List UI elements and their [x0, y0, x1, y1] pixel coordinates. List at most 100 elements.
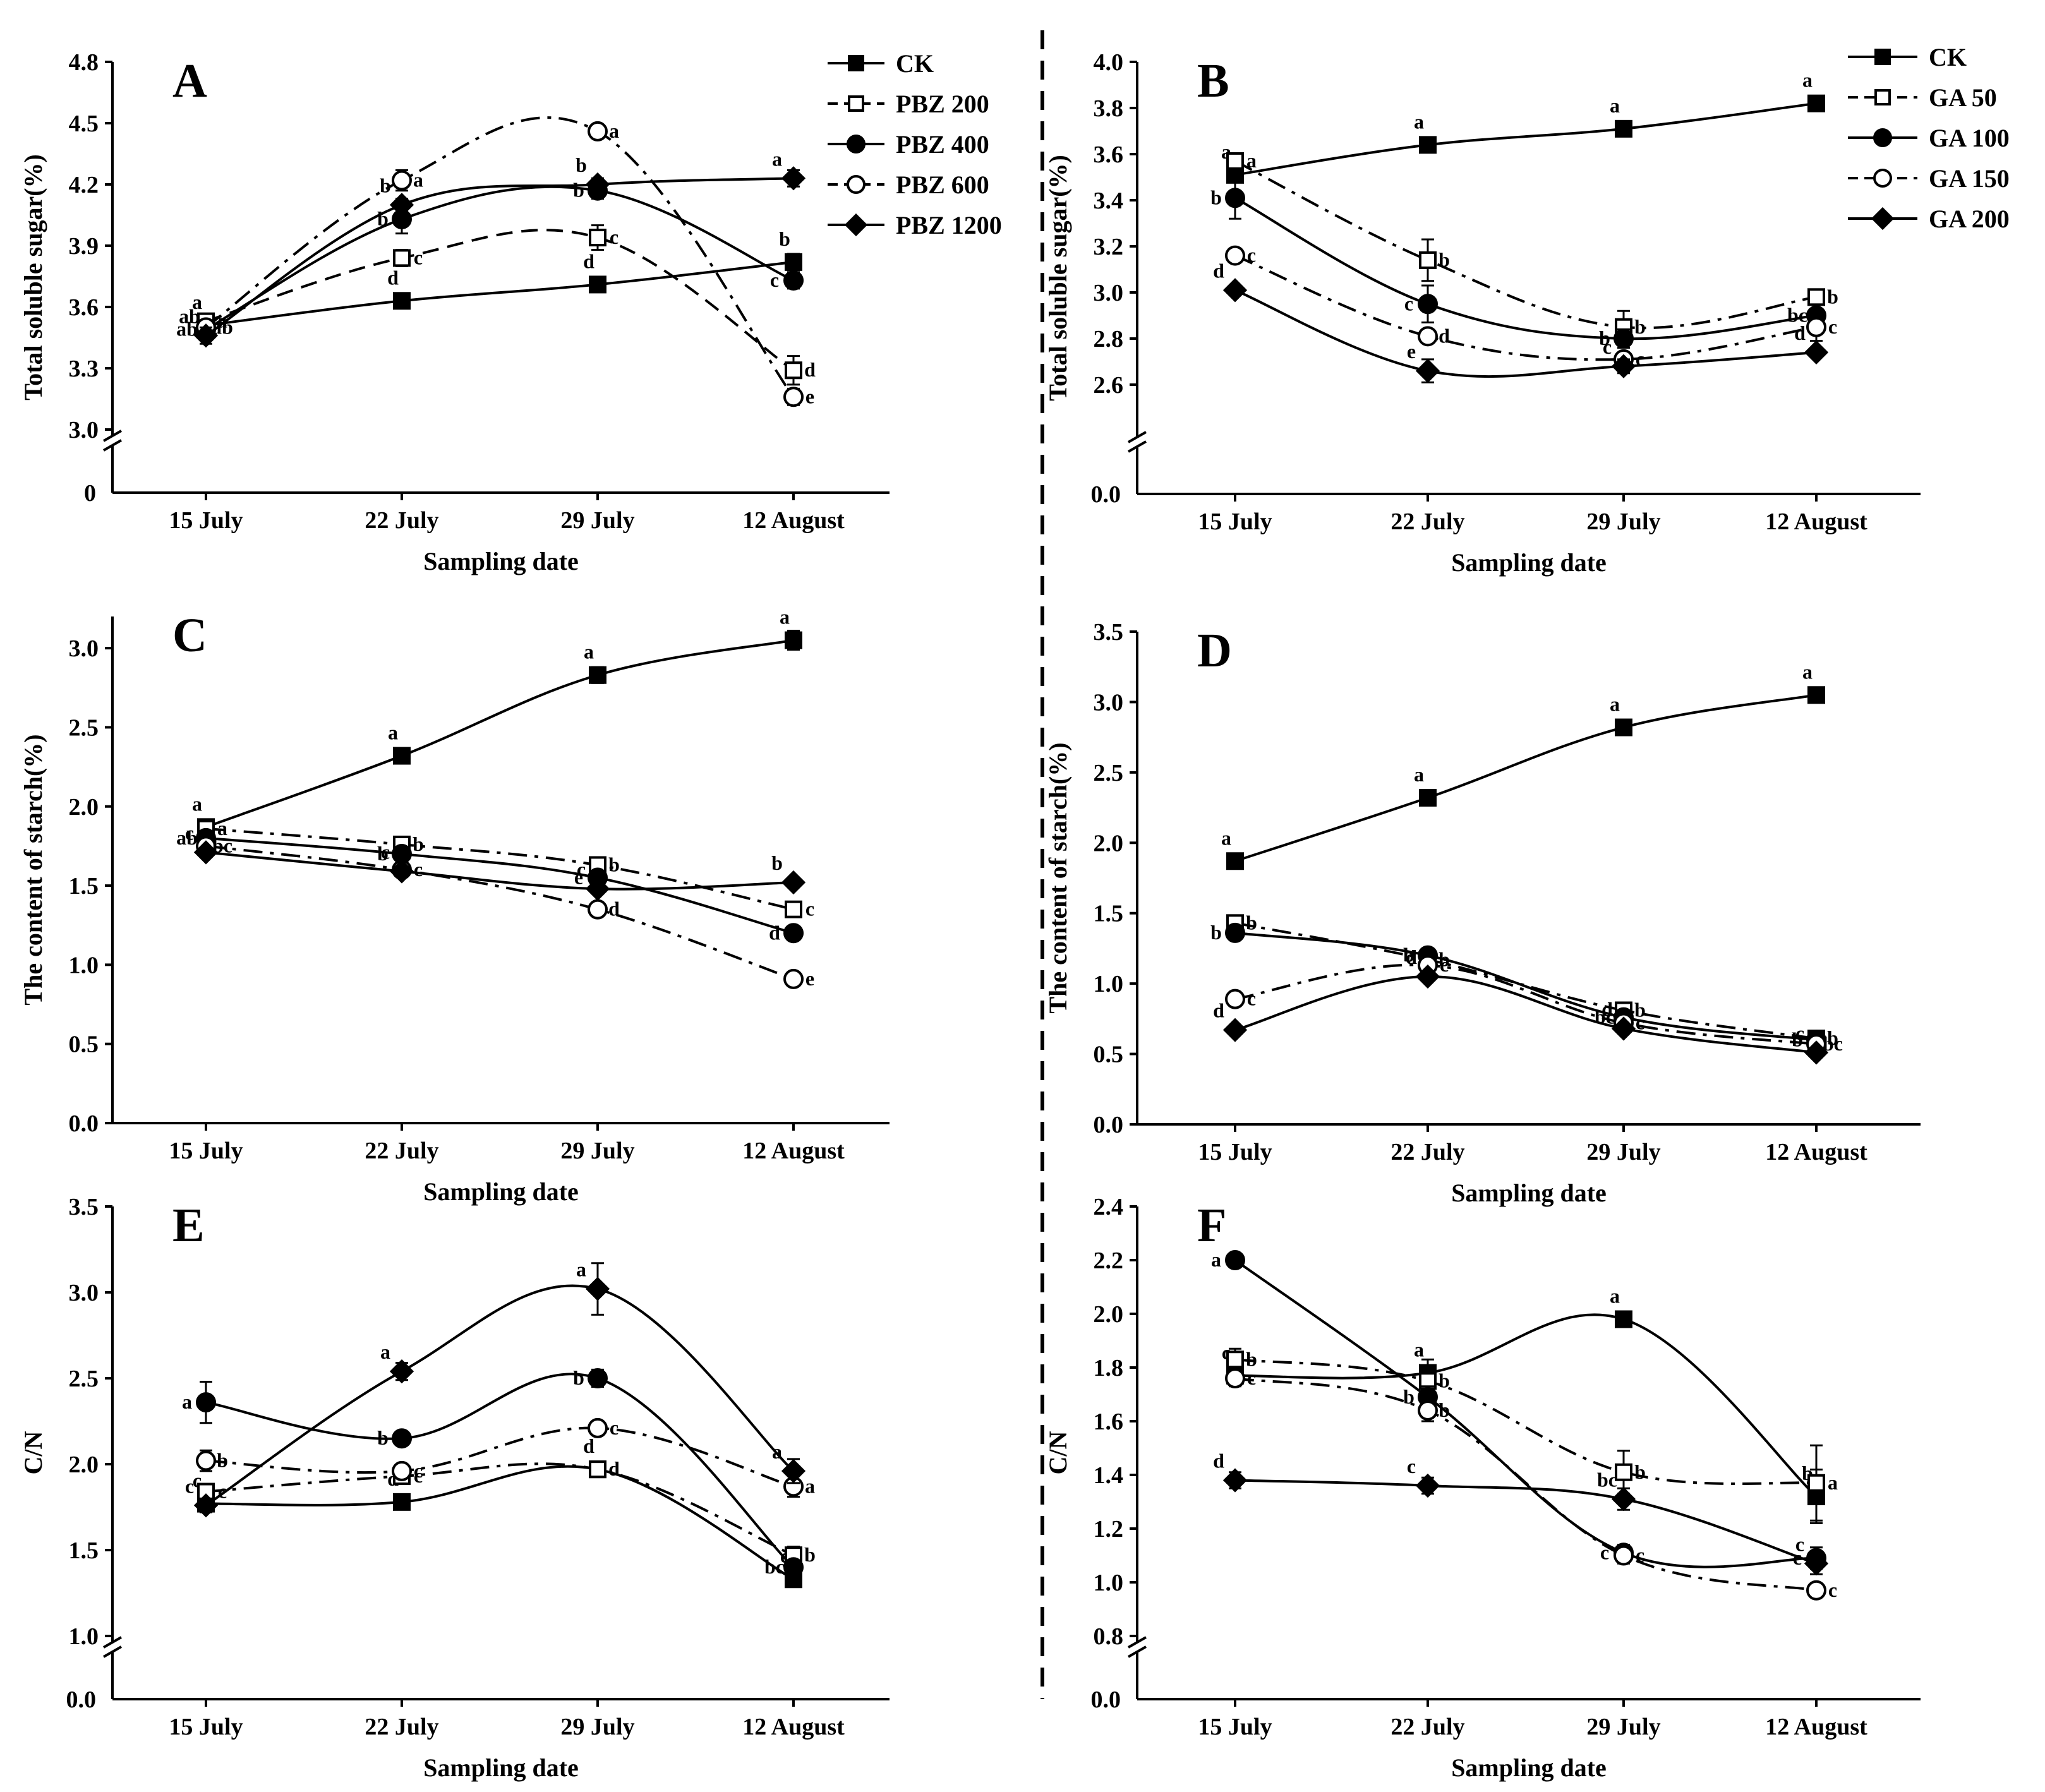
significance-label: c [1247, 987, 1256, 1010]
y-tick-label: 2.0 [1094, 1301, 1124, 1328]
y-tick-label: 2.0 [69, 794, 99, 821]
legend-label-pbz-600: PBZ 600 [896, 171, 989, 199]
significance-label: bc [1787, 304, 1807, 327]
data-point [1807, 94, 1825, 112]
significance-label: e [574, 866, 583, 889]
significance-label: b [1210, 921, 1222, 944]
legend-label-ga-200: GA 200 [1929, 205, 2010, 233]
y-axis-label: Total soluble sugar(%) [19, 154, 47, 400]
significance-label: a [380, 1340, 390, 1363]
significance-label: ab [179, 304, 200, 327]
y-tick-label: 0.5 [1094, 1042, 1124, 1068]
legend-marker [1874, 89, 1891, 105]
significance-label: b [771, 851, 783, 874]
series-line-pbz-600 [205, 116, 795, 398]
panel-letter-d: D [1197, 624, 1232, 677]
axis-break-mark [103, 430, 122, 442]
series-ck: a a a a [1221, 69, 1825, 184]
series-line-ga-200 [1234, 975, 1817, 1054]
y-tick-label: 2.8 [1094, 326, 1124, 352]
data-point [1225, 989, 1245, 1009]
data-point [783, 387, 804, 407]
significance-label: c [414, 246, 423, 268]
data-point [193, 323, 219, 348]
data-point [585, 876, 610, 901]
significance-label: a [388, 721, 398, 744]
significance-label: ab [176, 826, 198, 849]
data-point [196, 1392, 216, 1413]
data-point [781, 1458, 806, 1484]
series-line-ck [205, 260, 794, 327]
x-tick-label: 22 July [1390, 508, 1464, 535]
series-ck: c dd c [193, 1434, 802, 1589]
y-tick-label: 1.5 [1094, 901, 1124, 927]
y-tick-label: 3.0 [1094, 280, 1124, 306]
axis-break-mark [1128, 1645, 1147, 1658]
panel-a: A 0 3.0 3.3 3.6 3.9 4.2 4.5 4.8 15 July 22 July 29 … [19, 49, 1002, 575]
significance-label: d [608, 898, 620, 920]
y-tick-label: 1.8 [1094, 1355, 1124, 1381]
series-line-pbz-1200 [205, 177, 794, 337]
significance-label: d [1439, 324, 1450, 347]
significance-label: b [573, 1366, 584, 1389]
legend-marker [1874, 49, 1891, 65]
series-line-ck [1234, 1313, 1818, 1498]
data-point [1226, 852, 1244, 870]
data-point [1611, 1487, 1636, 1512]
x-tick-label: 29 July [560, 507, 634, 534]
data-point [783, 270, 804, 291]
series-line-ga-100 [1234, 931, 1817, 1042]
significance-label: d [1406, 946, 1417, 968]
y-tick-label: 1.0 [1094, 1570, 1124, 1596]
significance-label: b [1439, 1369, 1450, 1392]
legend-label-ck: CK [896, 49, 934, 78]
y-axis-label: The content of starch(%) [1044, 742, 1072, 1013]
series-line-ga-200 [1234, 289, 1817, 378]
series-ga-50: bbb a [1226, 1347, 1838, 1522]
y-tick-label: 1.6 [1094, 1409, 1124, 1435]
data-point [1226, 152, 1244, 170]
legend-marker [1873, 169, 1892, 188]
significance-label: c [610, 226, 618, 248]
x-tick-label: 15 July [1198, 508, 1272, 535]
y-tick-label: 3.2 [1094, 234, 1124, 260]
legend-label-pbz-200: PBZ 200 [896, 90, 989, 118]
y-tick-label: 3.0 [69, 1280, 99, 1306]
significance-label: d [387, 266, 399, 289]
significance-label: c [1440, 953, 1449, 976]
significance-label: a [1414, 1338, 1424, 1361]
series-line-ga-150 [1234, 963, 1817, 1045]
y-tick-label: 3.5 [69, 1194, 99, 1220]
y-tick-label: 2.2 [1094, 1248, 1124, 1274]
significance-label: b [1210, 186, 1222, 208]
panel-letter-c: C [172, 609, 207, 662]
significance-label: c [1404, 292, 1413, 315]
significance-label: e [1407, 340, 1416, 363]
series-ck: a a a a [1221, 660, 1825, 870]
x-tick-label: 12 August [742, 1138, 845, 1164]
y-tick-label: 0.0 [69, 1110, 99, 1137]
y-tick-label: 2.0 [69, 1452, 99, 1478]
significance-label: c [1795, 1021, 1804, 1044]
data-point [392, 170, 412, 191]
significance-label: c [1247, 244, 1256, 267]
x-tick-label: 29 July [1586, 508, 1660, 535]
legend-marker [847, 135, 866, 153]
significance-label: a [1802, 69, 1813, 92]
legend-marker [848, 55, 864, 71]
significance-label: c [185, 821, 194, 844]
series-pbz-1200: c a a a [185, 1258, 806, 1518]
data-point [1419, 136, 1437, 154]
data-point [1804, 1551, 1829, 1576]
x-tick-label: 12 August [1765, 1714, 1867, 1740]
y-tick-label: 3.6 [1094, 141, 1124, 168]
axis-break-mark [103, 439, 122, 452]
significance-label: a [1610, 693, 1620, 716]
y-tick-label: 1.4 [1094, 1462, 1124, 1489]
data-point [785, 631, 802, 649]
data-point [783, 968, 804, 989]
y-tick-label: 3.0 [1094, 689, 1124, 716]
